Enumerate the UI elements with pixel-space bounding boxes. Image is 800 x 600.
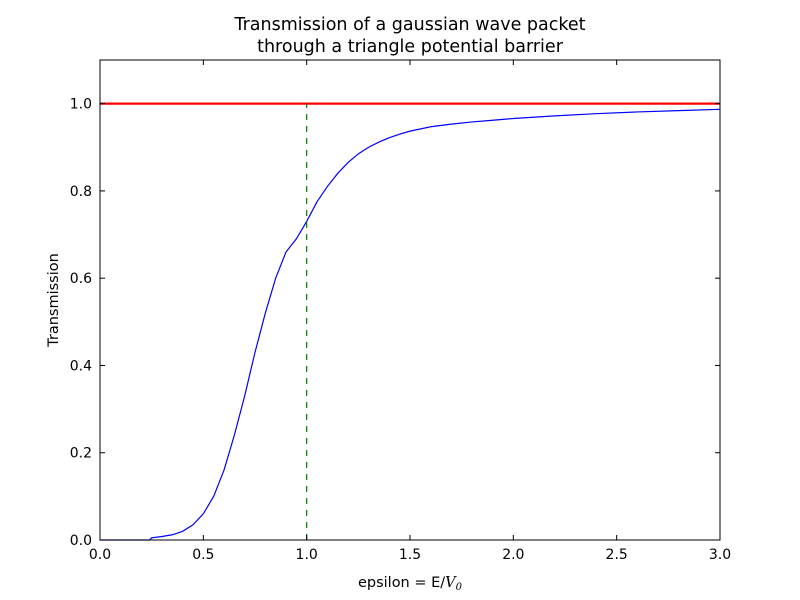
- y-tick-label: 0.6: [70, 271, 92, 287]
- tick-layer: 0.0 0.5 1.0 1.5 2.0 2.5 3.0 0.0 0.2 0.4 0.6 0.8 1.0: [70, 60, 731, 563]
- x-tick-label: 2.0: [502, 547, 524, 563]
- chart-title-line-2: through a triangle potential barrier: [257, 37, 564, 57]
- chart-title-line-1: Transmission of a gaussian wave packet: [233, 15, 585, 35]
- y-tick-label: 0.0: [70, 533, 92, 549]
- y-axis-label: Transmission: [46, 253, 62, 348]
- y-tick-label: 0.8: [70, 184, 92, 200]
- y-tick-label: 1.0: [70, 97, 92, 113]
- series-line-transmission-curve: [100, 108, 721, 541]
- x-tick-label: 1.0: [296, 547, 318, 563]
- x-axis-label-prefix: epsilon = E/: [358, 575, 445, 591]
- x-axis-label-sub: 0: [456, 582, 463, 593]
- y-tick-label: 0.2: [70, 446, 92, 462]
- x-tick-label: 0.5: [192, 547, 214, 563]
- x-axis-label-var: V: [445, 575, 457, 591]
- x-tick-label: 0.0: [89, 547, 111, 563]
- x-axis-label: epsilon = E/V0: [358, 575, 463, 593]
- y-tick-label: 0.4: [70, 358, 92, 374]
- plot-area: 0.0 0.5 1.0 1.5 2.0 2.5 3.0 0.0 0.2 0.4 0.6 0.8 1.0: [70, 59, 731, 563]
- x-tick-label: 2.5: [606, 547, 628, 563]
- series-layer: [100, 102, 721, 541]
- x-tick-label: 3.0: [709, 547, 731, 563]
- x-tick-label: 1.5: [399, 547, 421, 563]
